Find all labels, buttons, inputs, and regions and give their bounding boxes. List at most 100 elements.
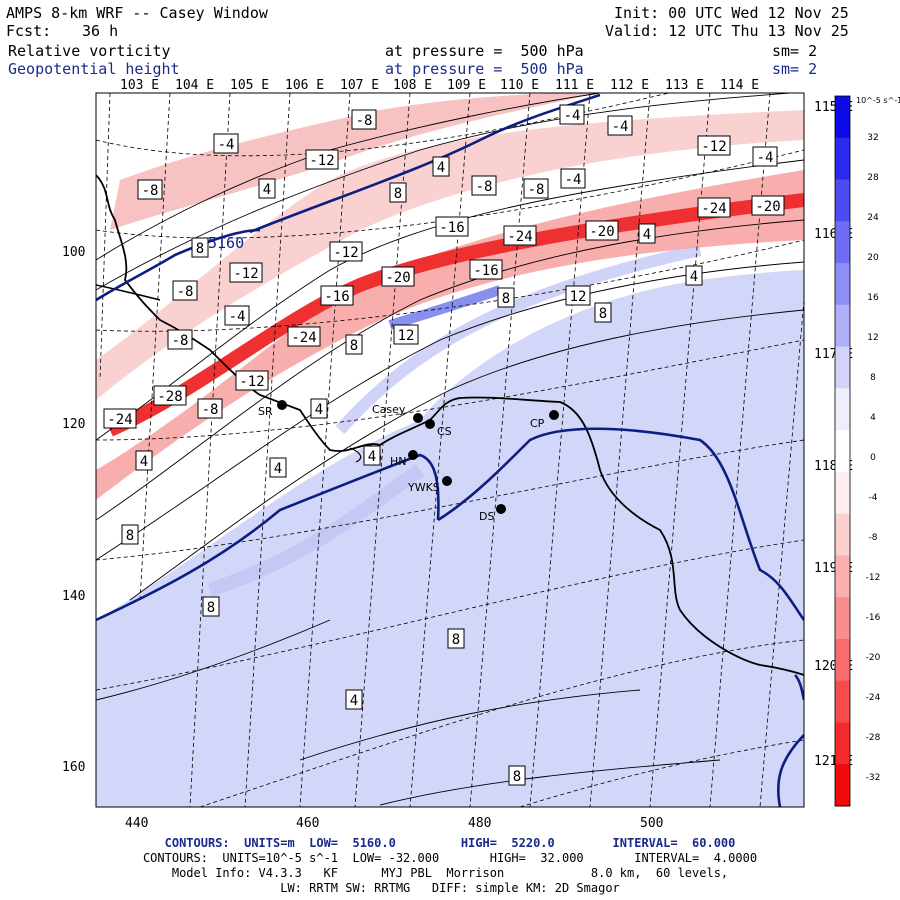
negative-vorticity-band [96, 170, 804, 500]
svg-text:-12: -12 [233, 266, 258, 282]
vorticity-contour-label: -8 [351, 109, 377, 130]
station-label: Casey [372, 403, 406, 416]
station-marker [408, 450, 418, 460]
colorbar-label: 32 [867, 133, 878, 143]
vorticity-contour-label: 8 [191, 237, 209, 258]
svg-text:-4: -4 [612, 119, 629, 135]
height-contour-label: 5160 [208, 234, 244, 252]
svg-text:8: 8 [502, 291, 510, 307]
svg-text:-8: -8 [177, 284, 194, 300]
colorbar-label: -4 [869, 493, 878, 503]
y-tick-label: 160 [62, 760, 85, 775]
vorticity-contour-label: -24 [287, 326, 321, 347]
positive-vorticity-region [96, 270, 804, 807]
vorticity-contour-label: -12 [697, 135, 731, 156]
svg-text:-12: -12 [701, 139, 726, 155]
vorticity-contour-label: 12 [565, 285, 591, 306]
svg-text:4: 4 [274, 461, 282, 477]
vorticity-contour-label: -8 [137, 179, 163, 200]
colorbar-label: -12 [866, 573, 881, 583]
colorbar-swatch [835, 597, 850, 640]
vorticity-contour-label: 4 [363, 445, 381, 466]
svg-text:-16: -16 [473, 263, 498, 279]
colorbar-label: 28 [867, 173, 879, 183]
vorticity-contour-label: -8 [167, 329, 193, 350]
vorticity-contour-label: -16 [435, 216, 469, 237]
field1-name: Relative vorticity [8, 42, 171, 60]
svg-text:-28: -28 [157, 389, 182, 405]
colorbar-swatch [835, 638, 850, 682]
colorbar-swatch [835, 346, 850, 389]
colorbar-label: -24 [866, 693, 881, 703]
vorticity-contour-label: 8 [202, 596, 220, 617]
colorbar-swatch [835, 179, 850, 222]
field2-level: at pressure = 500 hPa [385, 60, 584, 78]
svg-text:-24: -24 [291, 330, 316, 346]
x-tick-label: 460 [296, 816, 319, 831]
vorticity-contour-label: -4 [607, 115, 633, 136]
svg-text:12: 12 [570, 289, 587, 305]
vorticity-contour-label: 4 [310, 398, 328, 419]
svg-text:-8: -8 [172, 333, 189, 349]
svg-text:-4: -4 [229, 309, 246, 325]
lon-label-top: 103 E [120, 78, 159, 93]
station-label: YWKS [407, 481, 440, 494]
vorticity-contour-label: -4 [560, 168, 586, 189]
init-time: Init: 00 UTC Wed 12 Nov 25 [614, 4, 849, 22]
colorbar-label: 4 [870, 413, 876, 423]
colorbar-label: 20 [867, 253, 879, 263]
station-label: HN [390, 455, 407, 468]
valid-time: Valid: 12 UTC Thu 13 Nov 25 [605, 22, 849, 40]
vorticity-contour-label: 8 [508, 765, 526, 786]
vorticity-contour-label: -16 [469, 259, 503, 280]
vorticity-contour-label: -12 [329, 241, 363, 262]
colorbar-swatch [835, 680, 850, 723]
colorbar-label: 8 [870, 373, 876, 383]
svg-text:4: 4 [690, 269, 698, 285]
vorticity-contour-label: 4 [345, 689, 363, 710]
svg-text:8: 8 [513, 769, 521, 785]
colorbar-label: 0 [870, 453, 876, 463]
station-label: DS [479, 510, 494, 523]
vorticity-contour-label: 8 [121, 524, 139, 545]
svg-text:-4: -4 [564, 108, 581, 124]
svg-text:-16: -16 [439, 220, 464, 236]
colorbar-swatch [835, 764, 850, 807]
colorbar-swatch [835, 722, 850, 765]
svg-text:-4: -4 [565, 172, 582, 188]
colorbar: 32 28 24 20 16 12 8 4 0 -4 -8 -12 -16 -20 -24 -28 -32 10^… [834, 95, 900, 807]
vorticity-label-layer: -4-8 -4-44 8-8-12-8 -8-44-12-4-16-24 -20 48 -1… [103, 104, 785, 786]
svg-text:-12: -12 [239, 374, 264, 390]
svg-text:4: 4 [140, 454, 148, 470]
colorbar-unit: 10^-5 s^-1 [856, 96, 900, 105]
colorbar-swatch [835, 263, 850, 306]
vorticity-contour-label: -28 [153, 385, 187, 406]
station-marker [413, 413, 423, 423]
vorticity-contour-label: 8 [389, 182, 407, 203]
vorticity-contour-label: 8 [447, 628, 465, 649]
colorbar-swatch [835, 221, 850, 264]
vorticity-contour-label: -24 [103, 408, 137, 429]
svg-text:8: 8 [196, 241, 204, 257]
svg-text:-4: -4 [757, 150, 774, 166]
vorticity-contour-label: -24 [697, 197, 731, 218]
vorticity-contour-label: -8 [523, 178, 549, 199]
svg-text:8: 8 [599, 306, 607, 322]
station-label: CS [437, 425, 452, 438]
field1-level: at pressure = 500 hPa [385, 42, 584, 60]
colorbar-label: -32 [866, 773, 881, 783]
vorticity-contour-label: -8 [197, 398, 223, 419]
svg-text:-8: -8 [202, 402, 219, 418]
lon-label-top: 112 E [610, 78, 649, 93]
vorticity-contour-label: -4 [213, 133, 239, 154]
vorticity-contour-label: 4 [258, 178, 276, 199]
vorticity-contour-label: -20 [751, 195, 785, 216]
vorticity-contour-label: -4 [224, 305, 250, 326]
x-tick-label: 440 [125, 816, 148, 831]
colorbar-label: -8 [869, 533, 878, 543]
svg-text:-12: -12 [309, 153, 334, 169]
vorticity-contour-label: 8 [345, 334, 363, 355]
map-frame [95, 92, 805, 808]
station-marker [549, 410, 559, 420]
footer-physics: LW: RRTM SW: RRTMG DIFF: simple KM: 2D S… [280, 881, 620, 895]
